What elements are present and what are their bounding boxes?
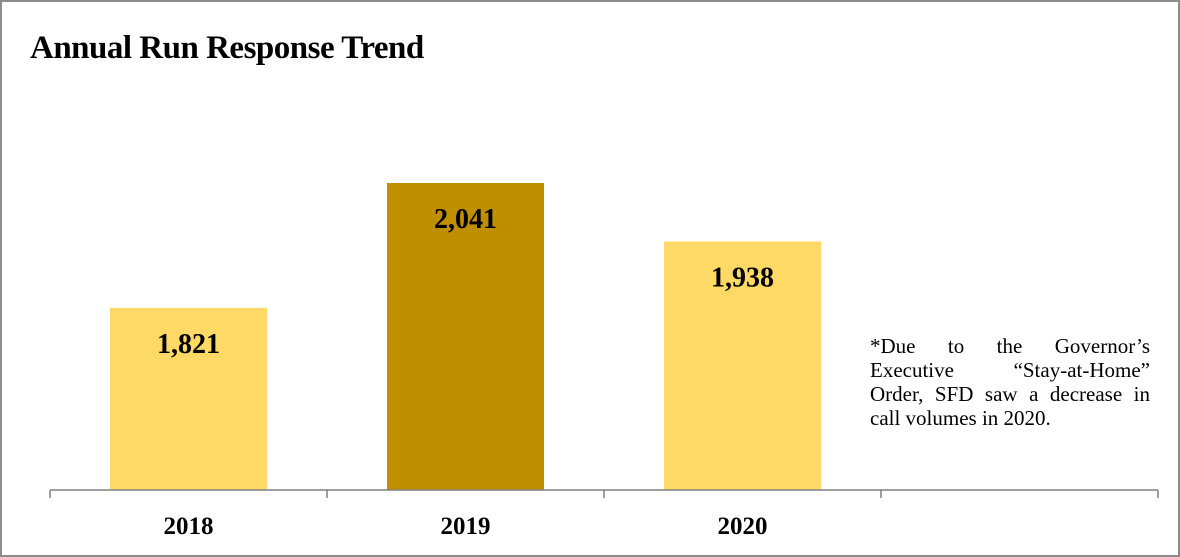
data-label-2020: 1,938 [711, 262, 774, 293]
tick-label-2018: 2018 [164, 513, 214, 540]
bar-2020 [664, 241, 821, 490]
bar-2019 [387, 183, 544, 490]
data-label-2018: 1,821 [157, 329, 220, 360]
bar-2018 [110, 307, 267, 490]
chart-title: Annual Run Response Trend [30, 30, 424, 66]
labels-group: 1,821 2018 2,041 2019 1,938 2020 [157, 204, 774, 540]
tick-label-2020: 2020 [718, 513, 768, 540]
bars-group [110, 183, 821, 490]
tick-label-2019: 2019 [441, 513, 491, 540]
x-axis [49, 489, 1159, 498]
footnote: *Due to the Governor’s Executive “Stay-a… [870, 334, 1150, 430]
data-label-2019: 2,041 [434, 204, 497, 235]
